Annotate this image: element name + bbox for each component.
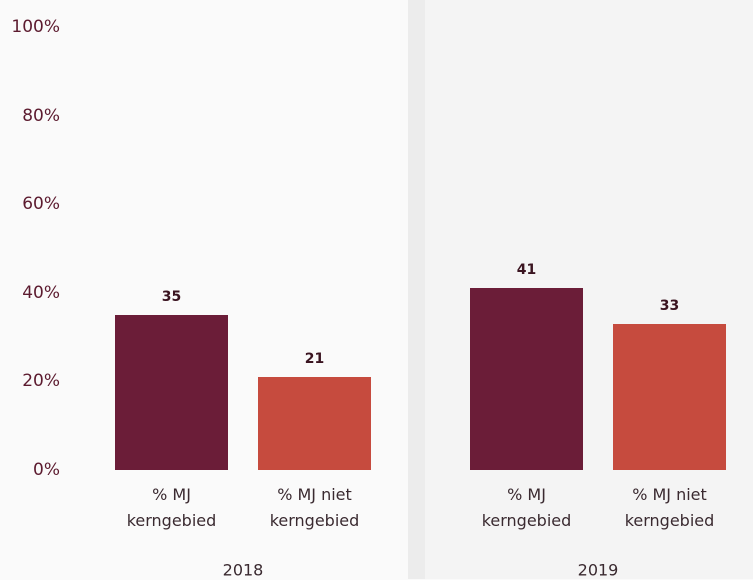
panel-divider <box>408 0 425 579</box>
bar <box>258 376 371 470</box>
bar <box>470 288 583 470</box>
value-label: 41 <box>516 262 537 279</box>
value-label: 21 <box>304 350 325 367</box>
y-tick-label: 100% <box>11 17 60 37</box>
x-tick-label: % MJ kerngebied <box>481 485 572 530</box>
bar <box>613 323 726 470</box>
y-tick-label: 80% <box>22 105 60 126</box>
x-group-label: 2019 <box>577 560 619 580</box>
x-tick-label: % MJ niet kerngebied <box>269 485 360 530</box>
x-tick-label: % MJ niet kerngebied <box>624 485 715 530</box>
y-tick-label: 20% <box>22 371 60 392</box>
bar <box>115 314 228 470</box>
y-tick-label: 0% <box>33 460 60 480</box>
y-tick-label: 40% <box>22 282 60 303</box>
x-group-label: 2018 <box>222 560 264 580</box>
x-tick-label: % MJ kerngebied <box>126 485 217 530</box>
value-label: 35 <box>161 288 182 305</box>
value-label: 33 <box>659 297 680 314</box>
y-tick-label: 60% <box>22 194 60 215</box>
